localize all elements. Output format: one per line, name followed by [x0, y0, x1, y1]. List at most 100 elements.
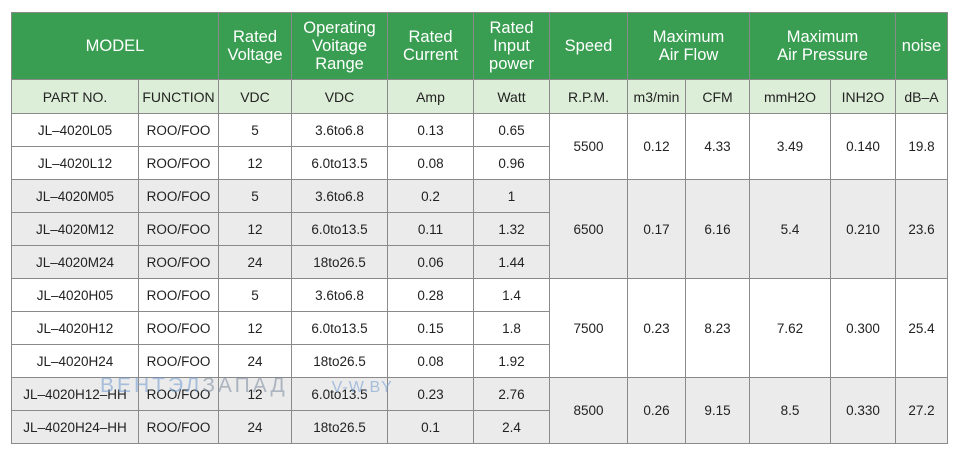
cell-input-power: 1.92 [473, 344, 550, 378]
subheader-m3min: m3/min [627, 79, 686, 114]
header-operating-voltage-range: Operating Voitage Range [291, 12, 388, 80]
cell-pressure-mmh2o: 5.4 [749, 179, 832, 279]
cell-air-flow-cfm: 8.23 [684, 278, 751, 378]
cell-input-power: 0.65 [473, 113, 550, 147]
cell-part-no: JL–4020H12–HH [11, 377, 139, 411]
subheader-inh2o: INH2O [830, 79, 897, 114]
cell-pressure-mmh2o: 7.62 [749, 278, 832, 378]
cell-pressure-inh2o: 0.210 [830, 179, 897, 279]
cell-part-no: JL–4020H12 [11, 311, 139, 345]
table-row: JL–4020L05 ROO/FOO 5 3.6to6.8 0.13 0.65 … [11, 113, 949, 180]
cell-voltage-range: 3.6to6.8 [291, 113, 388, 147]
cell-rated-current: 0.23 [387, 377, 474, 411]
cell-pressure-mmh2o: 8.5 [749, 377, 832, 444]
cell-rated-current: 0.13 [387, 113, 474, 147]
cell-voltage-range: 6.0to13.5 [291, 311, 388, 345]
table-row: JL–4020H24 ROO/FOO 24 18to26.5 0.08 1.92 [11, 344, 948, 378]
cell-function: ROO/FOO [138, 146, 219, 180]
header-rated-input-power: Rated Input power [473, 12, 550, 80]
cell-rated-current: 0.1 [387, 410, 474, 444]
cell-rated-current: 0.08 [387, 146, 474, 180]
cell-input-power: 0.96 [473, 146, 550, 180]
cell-rated-current: 0.06 [387, 245, 474, 279]
subheader-rpm: R.P.M. [549, 79, 628, 114]
cell-input-power: 1.4 [473, 278, 550, 312]
table-row: JL–4020H12–HH ROO/FOO 12 6.0to13.5 0.23 … [11, 377, 949, 444]
cell-function: ROO/FOO [138, 278, 219, 312]
cell-function: ROO/FOO [138, 377, 219, 411]
header-noise: noise [895, 12, 949, 80]
subheader-cfm: CFM [684, 79, 751, 114]
table-row: JL–4020L12 ROO/FOO 12 6.0to13.5 0.08 0.9… [11, 146, 948, 180]
cell-function: ROO/FOO [138, 311, 219, 345]
cell-function: ROO/FOO [138, 113, 219, 147]
cell-rated-voltage: 24 [218, 344, 292, 378]
table-row: JL–4020M05 ROO/FOO 5 3.6to6.8 0.2 1 6500… [11, 179, 949, 279]
fan-spec-table: MODEL Rated Voltage Operating Voitage Ra… [11, 12, 949, 444]
cell-rated-current: 0.11 [387, 212, 474, 246]
subheader-function: FUNCTION [138, 79, 219, 114]
table-row: JL–4020M12 ROO/FOO 12 6.0to13.5 0.11 1.3… [11, 212, 948, 246]
cell-pressure-inh2o: 0.140 [830, 113, 897, 180]
cell-air-flow-m3min: 0.26 [627, 377, 686, 444]
subheader-watt: Watt [473, 79, 550, 114]
table-row: JL–4020H12 ROO/FOO 12 6.0to13.5 0.15 1.8 [11, 311, 948, 345]
cell-rated-voltage: 24 [218, 245, 292, 279]
cell-function: ROO/FOO [138, 410, 219, 444]
table-row: JL–4020H24–HH ROO/FOO 24 18to26.5 0.1 2.… [11, 410, 948, 444]
cell-function: ROO/FOO [138, 179, 219, 213]
cell-pressure-inh2o: 0.300 [830, 278, 897, 378]
cell-air-flow-cfm: 6.16 [684, 179, 751, 279]
cell-rated-current: 0.28 [387, 278, 474, 312]
subheader-amp: Amp [387, 79, 474, 114]
table-row: JL–4020M24 ROO/FOO 24 18to26.5 0.06 1.44 [11, 245, 948, 279]
cell-rated-voltage: 24 [218, 410, 292, 444]
cell-voltage-range: 18to26.5 [291, 245, 388, 279]
header-model: MODEL [11, 12, 219, 80]
cell-noise: 25.4 [895, 278, 949, 378]
cell-voltage-range: 6.0to13.5 [291, 377, 388, 411]
cell-voltage-range: 3.6to6.8 [291, 278, 388, 312]
cell-part-no: JL–4020M24 [11, 245, 139, 279]
cell-rated-voltage: 5 [218, 113, 292, 147]
cell-rated-current: 0.08 [387, 344, 474, 378]
cell-function: ROO/FOO [138, 344, 219, 378]
subheader-row: PART NO. FUNCTION VDC VDC Amp Watt R.P.M… [11, 79, 949, 114]
cell-air-flow-cfm: 9.15 [684, 377, 751, 444]
cell-voltage-range: 6.0to13.5 [291, 146, 388, 180]
cell-rated-voltage: 5 [218, 179, 292, 213]
subheader-part-no: PART NO. [11, 79, 139, 114]
subheader-rated-vdc: VDC [218, 79, 292, 114]
cell-speed: 8500 [549, 377, 628, 444]
cell-part-no: JL–4020M12 [11, 212, 139, 246]
cell-part-no: JL–4020H05 [11, 278, 139, 312]
cell-speed: 5500 [549, 113, 628, 180]
cell-part-no: JL–4020M05 [11, 179, 139, 213]
cell-voltage-range: 18to26.5 [291, 410, 388, 444]
cell-noise: 23.6 [895, 179, 949, 279]
cell-air-flow-cfm: 4.33 [684, 113, 751, 180]
cell-air-flow-m3min: 0.23 [627, 278, 686, 378]
cell-input-power: 2.4 [473, 410, 550, 444]
cell-input-power: 2.76 [473, 377, 550, 411]
cell-input-power: 1.44 [473, 245, 550, 279]
cell-noise: 19.8 [895, 113, 949, 180]
cell-air-flow-m3min: 0.17 [627, 179, 686, 279]
header-max-air-flow: Maximum Air Flow [626, 12, 751, 80]
cell-pressure-mmh2o: 3.49 [749, 113, 832, 180]
cell-rated-current: 0.2 [387, 179, 474, 213]
cell-rated-voltage: 12 [218, 212, 292, 246]
cell-air-flow-m3min: 0.12 [627, 113, 686, 180]
subheader-dba: dB–A [895, 79, 949, 114]
cell-part-no: JL–4020H24 [11, 344, 139, 378]
cell-voltage-range: 18to26.5 [291, 344, 388, 378]
cell-part-no: JL–4020L12 [11, 146, 139, 180]
cell-pressure-inh2o: 0.330 [830, 377, 897, 444]
cell-rated-current: 0.15 [387, 311, 474, 345]
cell-function: ROO/FOO [138, 212, 219, 246]
cell-input-power: 1.32 [473, 212, 550, 246]
cell-function: ROO/FOO [138, 245, 219, 279]
cell-part-no: JL–4020H24–HH [11, 410, 139, 444]
cell-input-power: 1 [473, 179, 550, 213]
cell-speed: 6500 [549, 179, 628, 279]
